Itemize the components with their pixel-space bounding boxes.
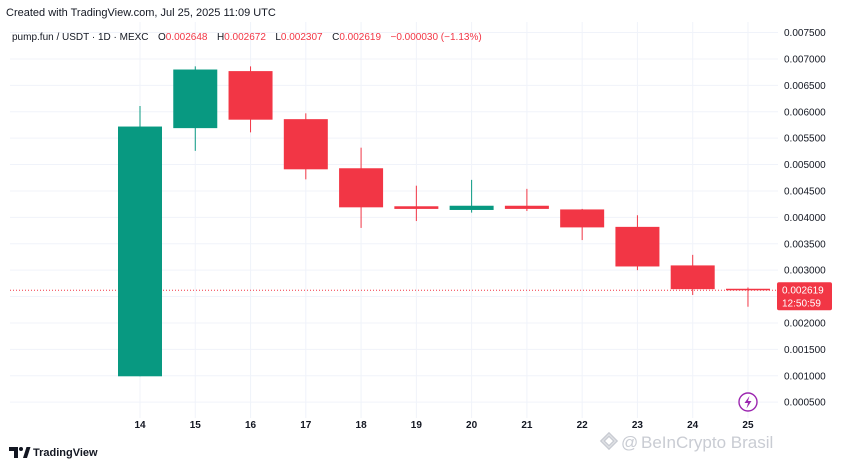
- candle-body: [449, 205, 494, 210]
- candles-layer: [118, 66, 770, 377]
- candle-body: [339, 168, 384, 208]
- candle[interactable]: [670, 254, 715, 295]
- time-axis[interactable]: 14 15 16 17 18 19 20 21 22 23 24 25: [134, 420, 754, 431]
- price-axis[interactable]: 0.0005000.0010000.0015000.0020000.002500…: [784, 28, 826, 409]
- candle-body: [283, 119, 328, 170]
- price-tag-price: 0.002619: [782, 285, 824, 296]
- legend-high-value: 0.002672: [224, 32, 266, 43]
- created-with-text: Created with TradingView.com, Jul 25, 20…: [6, 7, 276, 19]
- x-tick-label: 22: [577, 420, 589, 431]
- y-tick-label: 0.004500: [784, 186, 826, 197]
- y-tick-label: 0.004000: [784, 213, 826, 224]
- lightning-icon[interactable]: [738, 392, 758, 412]
- candle-body: [173, 69, 218, 129]
- y-tick-label: 0.005500: [784, 134, 826, 145]
- candle[interactable]: [118, 105, 162, 377]
- legend-row: pump.fun / USDT · 1D · MEXC O0.002648 H0…: [12, 27, 482, 44]
- beincrypto-watermark: @ BeInCrypto Brasil: [599, 431, 773, 452]
- candle-body: [670, 265, 715, 290]
- beincrypto-logo-icon: [599, 431, 619, 451]
- x-tick-label: 21: [521, 420, 533, 431]
- candle[interactable]: [449, 179, 494, 213]
- current-price-tag: 0.002619 12:50:59: [777, 282, 832, 311]
- x-tick-label: 16: [245, 420, 257, 431]
- x-tick-label: 18: [356, 420, 368, 431]
- x-tick-label: 15: [190, 420, 202, 431]
- candle-body: [118, 126, 162, 377]
- legend-change-value: −0.000030 (−1.13%): [390, 32, 481, 43]
- candle[interactable]: [725, 287, 770, 307]
- y-tick-label: 0.001500: [784, 345, 826, 356]
- y-tick-label: 0.007500: [784, 28, 826, 39]
- legend-low-value: 0.002307: [281, 32, 323, 43]
- watermark-at-sign: @: [621, 433, 638, 452]
- candle[interactable]: [228, 66, 273, 133]
- y-tick-label: 0.000500: [784, 398, 826, 409]
- legend-open-value: 0.002648: [166, 32, 208, 43]
- x-tick-label: 20: [466, 420, 478, 431]
- price-tag-countdown: 12:50:59: [782, 298, 821, 309]
- watermark-text: BeInCrypto Brasil: [641, 433, 773, 452]
- x-tick-label: 24: [687, 420, 699, 431]
- x-tick-label: 17: [300, 420, 312, 431]
- price-tag-background: [777, 282, 832, 311]
- legend-low-key: L: [275, 32, 281, 43]
- candle-body: [615, 226, 660, 267]
- ohlc-legend: pump.fun / USDT · 1D · MEXC O0.002648 H0…: [12, 27, 482, 44]
- legend-symbol: pump.fun / USDT · 1D · MEXC: [12, 32, 149, 43]
- legend-close-value: 0.002619: [339, 32, 381, 43]
- candle[interactable]: [560, 208, 605, 241]
- candle[interactable]: [394, 185, 439, 222]
- y-tick-label: 0.006500: [784, 81, 826, 92]
- y-tick-label: 0.006000: [784, 107, 826, 118]
- y-tick-label: 0.002000: [784, 318, 826, 329]
- candle-body: [394, 206, 439, 209]
- y-tick-label: 0.001000: [784, 371, 826, 382]
- candle[interactable]: [173, 66, 218, 151]
- candle-body: [725, 288, 770, 291]
- candle[interactable]: [504, 188, 549, 212]
- y-tick-label: 0.007000: [784, 54, 826, 65]
- candle-body: [560, 209, 605, 228]
- candle[interactable]: [283, 113, 328, 180]
- x-tick-label: 19: [411, 420, 423, 431]
- tradingview-logo-text: TradingView: [33, 447, 98, 459]
- legend-open-key: O: [158, 32, 166, 43]
- y-tick-label: 0.005000: [784, 160, 826, 171]
- y-tick-label: 0.003500: [784, 239, 826, 250]
- tradingview-logo-icon: [9, 447, 31, 458]
- legend-close-key: C: [332, 32, 339, 43]
- x-tick-label: 14: [134, 420, 146, 431]
- candle-body: [228, 71, 273, 120]
- tradingview-logo[interactable]: TradingView: [9, 447, 98, 459]
- y-tick-label: 0.003000: [784, 266, 826, 277]
- candle-body: [504, 205, 549, 209]
- candle[interactable]: [339, 147, 384, 228]
- x-tick-label: 23: [632, 420, 644, 431]
- x-tick-label: 25: [742, 420, 754, 431]
- legend-high-key: H: [217, 32, 224, 43]
- candle[interactable]: [615, 215, 660, 271]
